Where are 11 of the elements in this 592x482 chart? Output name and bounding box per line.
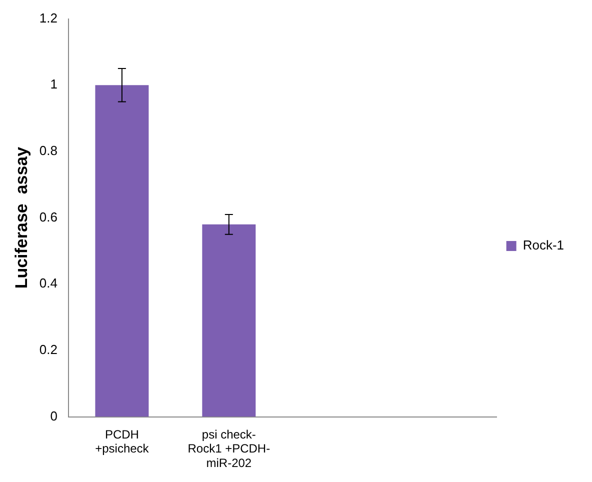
y-tick-label: 0.2 bbox=[39, 342, 58, 358]
y-tick-label: 1 bbox=[50, 76, 58, 92]
y-tick-label: 0 bbox=[50, 408, 58, 424]
y-axis-title: Luciferase assay bbox=[12, 146, 31, 289]
legend-label: Rock-1 bbox=[522, 238, 564, 253]
y-tick-label: 0.6 bbox=[39, 209, 58, 224]
x-tick-label: PCDH +psicheck bbox=[95, 427, 150, 456]
y-tick-label: 0.8 bbox=[39, 143, 58, 158]
x-tick-label: psi check-Rock1 +PCDH-miR-202 bbox=[188, 427, 270, 470]
y-tick-label: 0.4 bbox=[39, 276, 58, 291]
y-tick-label: 1.2 bbox=[39, 10, 58, 26]
